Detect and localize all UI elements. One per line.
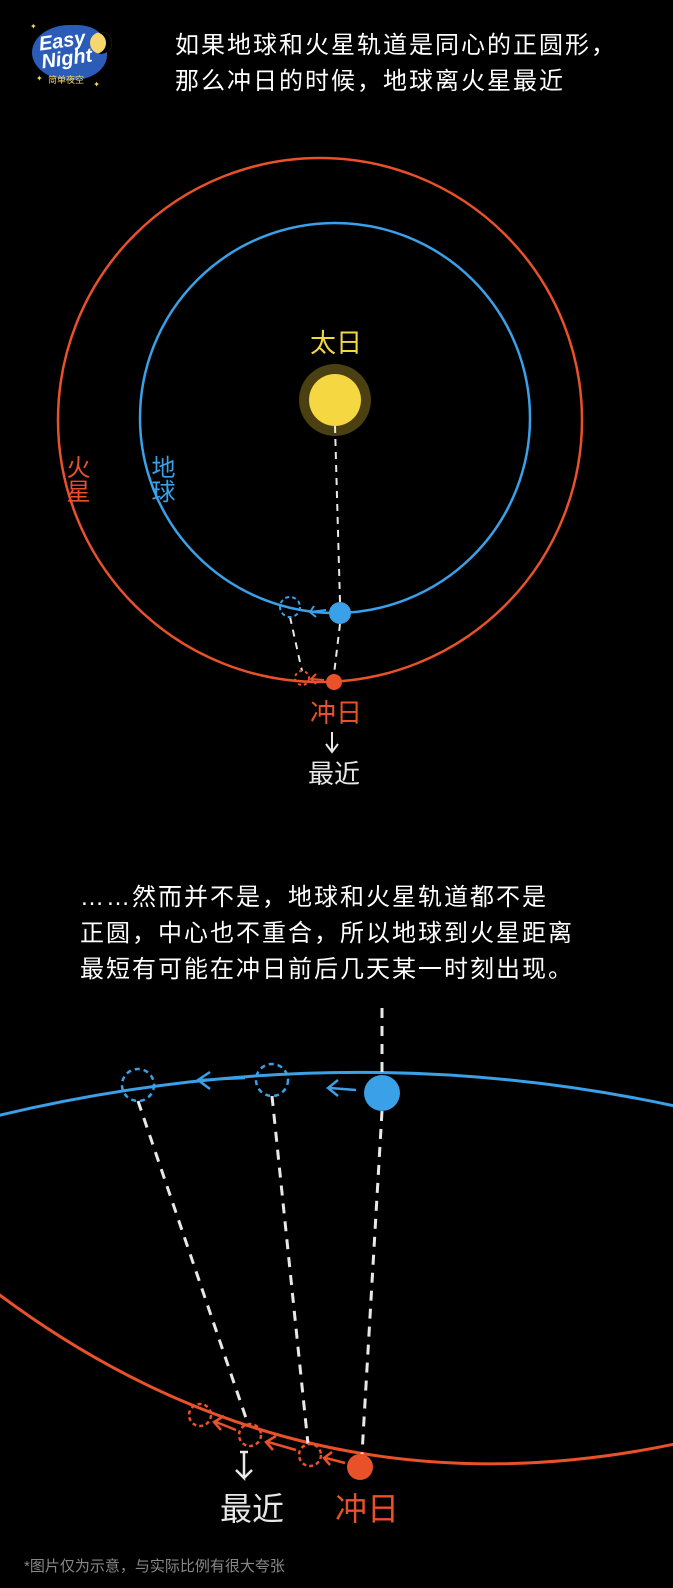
intro-text-2: ……然而并不是，地球和火星轨道都不是 正圆，中心也不重合，所以地球到火星距离 最… (80, 880, 574, 988)
line-mid (272, 1096, 308, 1444)
text1-line1: 如果地球和火星轨道是同心的正圆形， (175, 32, 617, 59)
diagram2-svg: 最近 冲日 (0, 1000, 673, 1550)
mars-arc (0, 1280, 673, 1464)
dash-ghost (290, 617, 302, 671)
arrow-e2 (198, 1072, 245, 1089)
earth-ghost-2 (122, 1069, 154, 1101)
intro-text-1: 如果地球和火星轨道是同心的正圆形， 那么冲日的时候，地球离火星最近 (175, 28, 617, 100)
dash-sun-earth (335, 426, 340, 602)
line-left (138, 1101, 248, 1424)
mars-dot (326, 674, 342, 690)
line-main (362, 1111, 382, 1454)
footnote: *图片仅为示意，与实际比例有很大夸张 (24, 1555, 285, 1576)
down-arrow-icon (326, 732, 338, 752)
earth-orbit-label: 地球 (147, 455, 175, 503)
earth-dot-main (364, 1075, 400, 1111)
closest-label: 最近 (308, 760, 360, 789)
logo-moon-icon (90, 32, 112, 54)
logo-text: Easy Night (38, 29, 94, 72)
earth-dot (329, 602, 351, 624)
closest-label-2: 最近 (220, 1491, 284, 1527)
easy-night-logo: ✦ ✦ ✦ Easy Night 简单夜空 (30, 20, 120, 90)
arrow-m1 (324, 1452, 345, 1465)
opposition-label: 冲日 (310, 699, 362, 728)
logo-subtitle: 简单夜空 (48, 73, 84, 86)
down-arrow-icon (236, 1452, 252, 1478)
opposition-label-2: 冲日 (335, 1491, 399, 1527)
diagram1-svg: 太日 地球 火星 冲日 最近 (0, 120, 673, 800)
text2-line1: ……然而并不是，地球和火星轨道都不是 (80, 884, 548, 911)
text1-line2: 那么冲日的时候，地球离火星最近 (175, 68, 565, 95)
mars-orbit-label: 火星 (62, 455, 89, 503)
earth-ghost-1 (256, 1064, 288, 1096)
star-icon: ✦ (30, 22, 37, 31)
concentric-orbits-diagram: 太日 地球 火星 冲日 最近 (0, 120, 673, 800)
sun-label: 太日 (310, 329, 362, 358)
elliptical-orbits-diagram: 最近 冲日 (0, 1000, 673, 1550)
text2-line2: 正圆，中心也不重合，所以地球到火星距离 (80, 920, 574, 947)
mars-dot-main (347, 1454, 373, 1480)
sun (309, 374, 361, 426)
star-icon: ✦ (93, 80, 100, 89)
arrow-e1 (328, 1080, 356, 1096)
text2-line3: 最短有可能在冲日前后几天某一时刻出现。 (80, 956, 574, 983)
dash-earth-mars (334, 624, 340, 674)
star-icon: ✦ (36, 74, 43, 83)
mars-ghost-1 (299, 1444, 321, 1466)
